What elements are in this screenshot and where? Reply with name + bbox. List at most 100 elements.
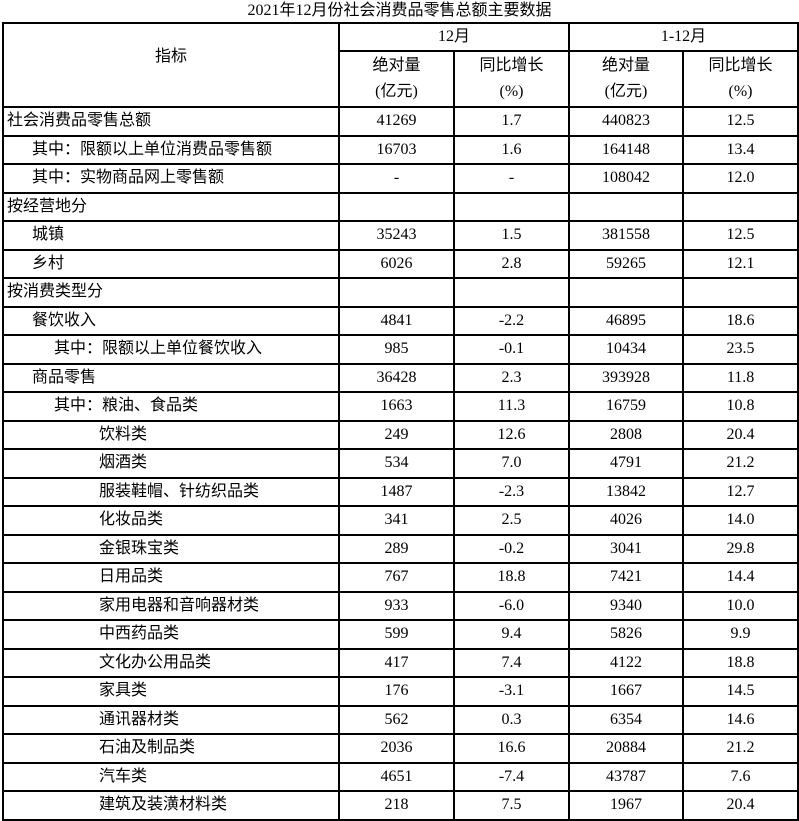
month-yoy: -2.2 xyxy=(452,305,571,336)
month-yoy xyxy=(452,191,571,222)
table-row: 中西药品类 599 9.4 5826 9.9 xyxy=(2,619,799,650)
table-row: 其中：限额以上单位餐饮收入 985 -0.1 10434 23.5 xyxy=(2,334,799,365)
ytd-absolute xyxy=(568,191,685,222)
ytd-absolute: 43787 xyxy=(568,761,685,792)
table-row: 建筑及装潢材料类 218 7.5 1967 20.4 xyxy=(2,790,799,821)
month-yoy: 12.6 xyxy=(452,419,571,450)
table-row: 服装鞋帽、针纺织品类 1487 -2.3 13842 12.7 xyxy=(2,476,799,507)
header-ytd: 1-12月 xyxy=(568,22,799,52)
month-yoy: 9.4 xyxy=(452,619,571,650)
ytd-yoy: 12.5 xyxy=(682,106,799,137)
ytd-yoy: 21.2 xyxy=(682,448,799,479)
ytd-yoy: 12.0 xyxy=(682,163,799,194)
month-yoy: 1.5 xyxy=(452,220,571,251)
month-yoy: 7.0 xyxy=(452,448,571,479)
row-label: 化妆品类 xyxy=(2,505,340,536)
ytd-yoy: 14.6 xyxy=(682,704,799,735)
ytd-yoy: 23.5 xyxy=(682,334,799,365)
month-yoy: 1.6 xyxy=(452,134,571,165)
table-row: 按经营地分 xyxy=(2,191,799,222)
month-absolute: 176 xyxy=(338,676,455,707)
ytd-yoy: 7.6 xyxy=(682,761,799,792)
month-absolute: 985 xyxy=(338,334,455,365)
ytd-yoy: 11.8 xyxy=(682,362,799,393)
table-row: 城镇 35243 1.5 381558 12.5 xyxy=(2,220,799,251)
month-absolute: 16703 xyxy=(338,134,455,165)
row-label: 餐饮收入 xyxy=(2,305,340,336)
table-row: 其中：限额以上单位消费品零售额 16703 1.6 164148 13.4 xyxy=(2,134,799,165)
month-absolute: 4651 xyxy=(338,761,455,792)
row-label: 文化办公用品类 xyxy=(2,647,340,678)
table-row: 家用电器和音响器材类 933 -6.0 9340 10.0 xyxy=(2,590,799,621)
row-label: 饮料类 xyxy=(2,419,340,450)
month-absolute: 289 xyxy=(338,533,455,564)
ytd-absolute: 440823 xyxy=(568,106,685,137)
month-absolute: - xyxy=(338,163,455,194)
ytd-absolute: 7421 xyxy=(568,562,685,593)
month-yoy: - xyxy=(452,163,571,194)
month-yoy: 2.8 xyxy=(452,248,571,279)
month-yoy: -0.2 xyxy=(452,533,571,564)
ytd-absolute: 16759 xyxy=(568,391,685,422)
ytd-absolute xyxy=(568,277,685,308)
ytd-absolute: 46895 xyxy=(568,305,685,336)
ytd-absolute: 381558 xyxy=(568,220,685,251)
month-yoy: -6.0 xyxy=(452,590,571,621)
ytd-absolute: 59265 xyxy=(568,248,685,279)
ytd-absolute: 5826 xyxy=(568,619,685,650)
month-absolute: 933 xyxy=(338,590,455,621)
month-absolute: 1663 xyxy=(338,391,455,422)
ytd-yoy: 29.8 xyxy=(682,533,799,564)
ytd-absolute: 108042 xyxy=(568,163,685,194)
ytd-yoy: 21.2 xyxy=(682,733,799,764)
retail-sales-table: 指标 12月 1-12月 绝对量 (亿元) 同比增长 (%) 绝对量 (亿元) 同比增… xyxy=(2,22,799,821)
ytd-absolute: 2808 xyxy=(568,419,685,450)
table-row: 其中：粮油、食品类 1663 11.3 16759 10.8 xyxy=(2,391,799,422)
row-label: 日用品类 xyxy=(2,562,340,593)
month-yoy: 0.3 xyxy=(452,704,571,735)
month-yoy: -2.3 xyxy=(452,476,571,507)
row-label: 家用电器和音响器材类 xyxy=(2,590,340,621)
ytd-absolute: 20884 xyxy=(568,733,685,764)
table-row: 文化办公用品类 417 7.4 4122 18.8 xyxy=(2,647,799,678)
ytd-absolute: 4026 xyxy=(568,505,685,536)
ytd-yoy: 12.1 xyxy=(682,248,799,279)
header-ytd-yoy: 同比增长 (%) xyxy=(682,50,799,108)
ytd-absolute: 10434 xyxy=(568,334,685,365)
row-label: 建筑及装潢材料类 xyxy=(2,790,340,821)
ytd-yoy: 12.5 xyxy=(682,220,799,251)
month-absolute: 2036 xyxy=(338,733,455,764)
ytd-yoy xyxy=(682,191,799,222)
row-label: 其中：限额以上单位消费品零售额 xyxy=(2,134,340,165)
month-yoy: 16.6 xyxy=(452,733,571,764)
month-absolute: 534 xyxy=(338,448,455,479)
row-label: 通讯器材类 xyxy=(2,704,340,735)
table-row: 日用品类 767 18.8 7421 14.4 xyxy=(2,562,799,593)
ytd-yoy: 20.4 xyxy=(682,790,799,821)
month-yoy: -7.4 xyxy=(452,761,571,792)
month-absolute: 4841 xyxy=(338,305,455,336)
header-indicator: 指标 xyxy=(2,22,340,108)
row-label: 其中：实物商品网上零售额 xyxy=(2,163,340,194)
ytd-yoy: 10.0 xyxy=(682,590,799,621)
ytd-yoy: 20.4 xyxy=(682,419,799,450)
ytd-yoy: 18.6 xyxy=(682,305,799,336)
ytd-absolute: 4122 xyxy=(568,647,685,678)
row-label: 按经营地分 xyxy=(2,191,340,222)
row-label: 社会消费品零售总额 xyxy=(2,106,340,137)
table-row: 按消费类型分 xyxy=(2,277,799,308)
row-label: 烟酒类 xyxy=(2,448,340,479)
header-month-yoy: 同比增长 (%) xyxy=(452,50,571,108)
month-absolute: 36428 xyxy=(338,362,455,393)
row-label: 商品零售 xyxy=(2,362,340,393)
table-row: 商品零售 36428 2.3 393928 11.8 xyxy=(2,362,799,393)
ytd-absolute: 164148 xyxy=(568,134,685,165)
table-row: 餐饮收入 4841 -2.2 46895 18.6 xyxy=(2,305,799,336)
ytd-absolute: 6354 xyxy=(568,704,685,735)
month-absolute: 417 xyxy=(338,647,455,678)
row-label: 乡村 xyxy=(2,248,340,279)
month-yoy: 1.7 xyxy=(452,106,571,137)
row-label: 按消费类型分 xyxy=(2,277,340,308)
ytd-absolute: 1667 xyxy=(568,676,685,707)
row-label: 其中：限额以上单位餐饮收入 xyxy=(2,334,340,365)
